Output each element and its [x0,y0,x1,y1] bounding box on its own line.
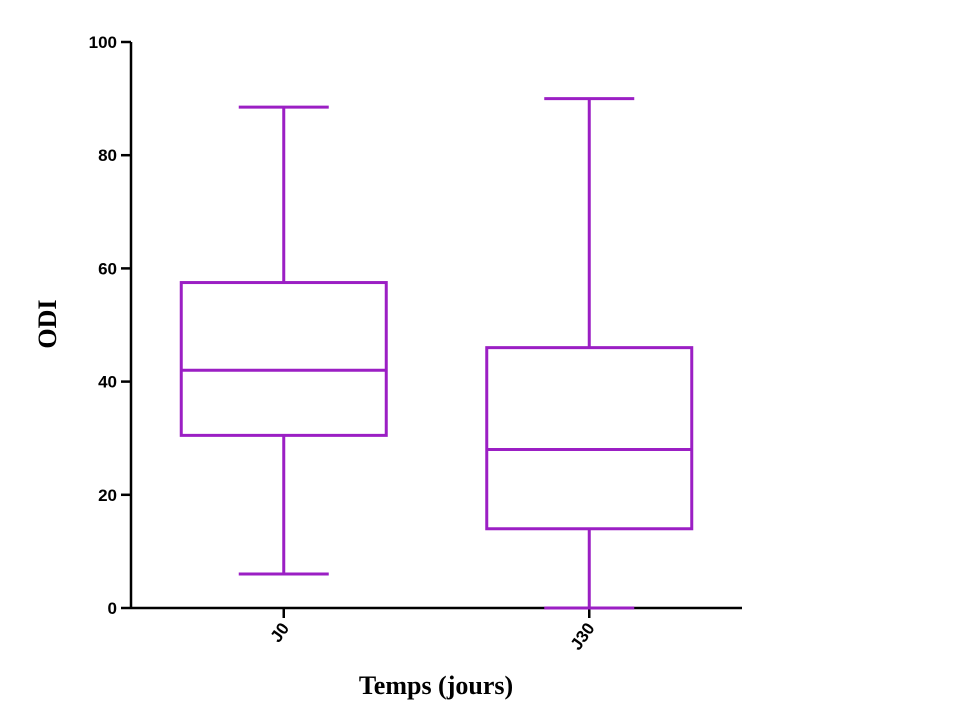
box-j0 [179,105,388,576]
y-tick-label: 100 [89,33,117,52]
boxes [179,97,694,610]
x-axis: J0 J30 [131,606,742,654]
x-axis-title: Temps (jours) [359,671,513,700]
y-tick-label: 80 [98,146,117,165]
y-tick-label: 60 [98,259,117,278]
x-tick-label: J0 [267,619,293,645]
y-axis-title: ODI [33,299,62,348]
y-tick-label: 20 [98,486,117,505]
iqr-box [179,281,388,437]
y-axis: 0 20 40 60 80 100 [89,33,133,618]
box-j30 [485,97,694,610]
iqr-box [485,346,694,531]
y-tick-label: 40 [98,373,117,392]
x-tick-label: J30 [567,619,599,653]
y-tick-label: 0 [108,599,117,618]
